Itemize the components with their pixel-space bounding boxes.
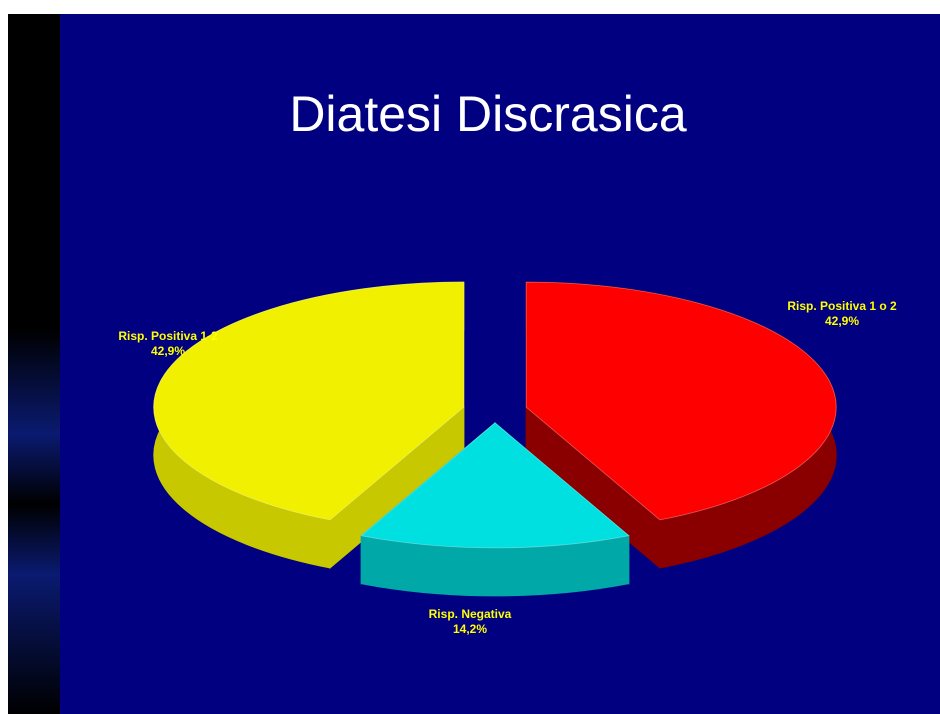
slice-value-label: 14,2% — [453, 622, 487, 636]
slice — [153, 281, 465, 521]
slice-label: Risp. Negativa — [429, 607, 512, 621]
slice-label: Risp. Positiva 1-2 — [118, 329, 218, 343]
slice — [360, 422, 630, 549]
slice-value-label: 42,9% — [825, 314, 859, 328]
chart-title: Diatesi Discrasica — [289, 86, 687, 142]
side-strip — [8, 14, 60, 714]
pie — [153, 281, 837, 597]
slice-label: Risp. Positiva 1 o 2 — [787, 299, 897, 313]
slice-value-label: 42,9% — [151, 344, 185, 358]
slice — [525, 281, 837, 521]
